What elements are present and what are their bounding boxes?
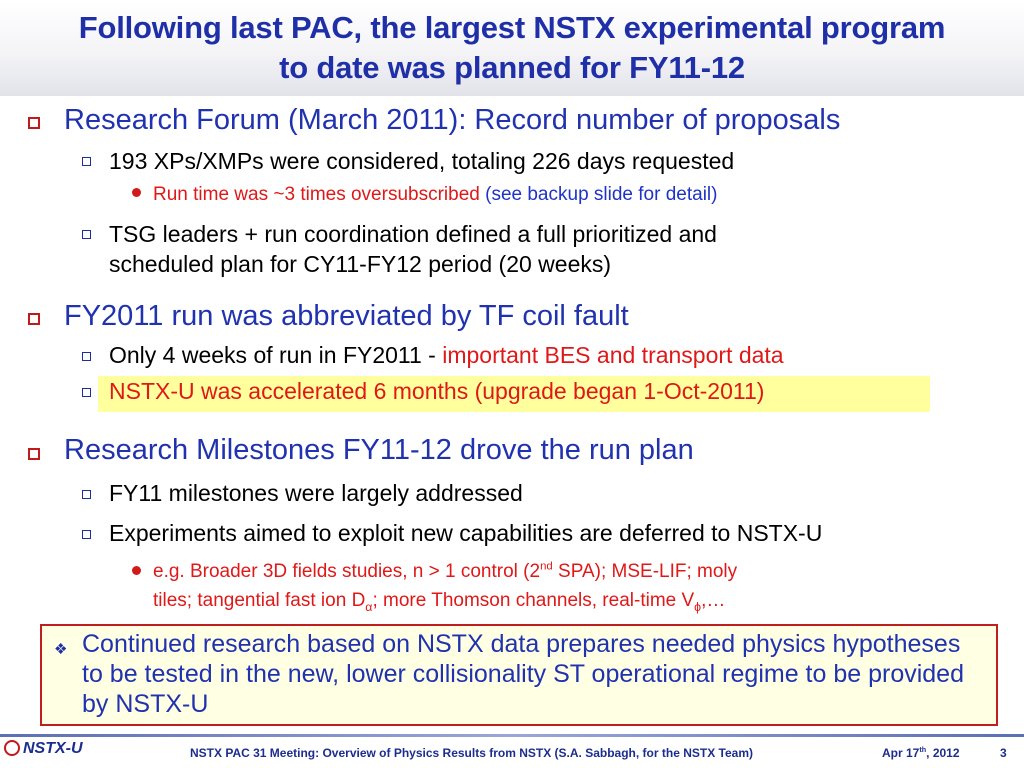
logo-text: NSTX-U [23, 740, 83, 757]
only-4-weeks-text: Only 4 weeks of run in FY2011 - [109, 342, 436, 368]
square-bullet-icon [28, 313, 40, 325]
round-bullet-icon [132, 566, 141, 575]
square-bullet-icon [82, 530, 91, 539]
title-bar: Following last PAC, the largest NSTX exp… [0, 0, 1024, 96]
eg-line-2-subscript-phi: ϕ [694, 599, 702, 614]
eg-line-1-part-b: SPA); MSE-LIF; moly [552, 561, 738, 582]
bullet-tsg-leaders-line-1: TSG leaders + run coordination defined a… [109, 221, 717, 247]
bullet-only-4-weeks: Only 4 weeks of run in FY2011 - importan… [109, 342, 784, 369]
eg-line-2-subscript-alpha: α [365, 599, 373, 614]
footer-meeting-title: NSTX PAC 31 Meeting: Overview of Physics… [190, 746, 754, 760]
oversubscribed-text: Run time was ~3 times oversubscribed [153, 184, 480, 205]
bullet-experiments-deferred: Experiments aimed to exploit new capabil… [109, 520, 823, 546]
eg-line-1-superscript: nd [540, 560, 553, 573]
square-bullet-icon [82, 352, 91, 361]
bullet-tsg-leaders-line-2: scheduled plan for CY11-FY12 period (20 … [109, 251, 612, 277]
footer-date-part-a: Apr 17 [882, 746, 920, 760]
square-bullet-icon [82, 490, 91, 499]
callout-text: Continued research based on NSTX data pr… [82, 630, 964, 718]
footer-date-part-b: , 2012 [926, 746, 960, 760]
footer-date: Apr 17th, 2012 [882, 746, 960, 760]
bullet-nstx-u-accelerated: NSTX-U was accelerated 6 months (upgrade… [109, 378, 765, 404]
eg-line-1-part-a: e.g. Broader 3D fields studies, n > 1 co… [153, 561, 541, 582]
bullet-xps-considered: 193 XPs/XMPs were considered, totaling 2… [109, 148, 735, 174]
slide-title-line-1: Following last PAC, the largest NSTX exp… [78, 10, 946, 45]
square-bullet-icon [82, 388, 91, 397]
logo-ring-icon [4, 739, 20, 756]
square-bullet-icon [82, 157, 91, 166]
square-bullet-icon [28, 448, 40, 460]
section-heading-research-milestones: Research Milestones FY11-12 drove the ru… [64, 434, 694, 466]
round-bullet-icon [132, 188, 141, 197]
highlight-box [98, 376, 930, 412]
section-heading-research-forum: Research Forum (March 2011): Record numb… [64, 104, 841, 136]
bullet-fy11-milestones: FY11 milestones were largely addressed [109, 480, 523, 506]
square-bullet-icon [28, 117, 40, 129]
eg-line-2-part-c: ,… [701, 590, 726, 611]
slide-title-line-2: to date was planned for FY11-12 [279, 50, 745, 85]
footer-date-superscript: th [919, 745, 927, 754]
section-heading-fy2011-run: FY2011 run was abbreviated by TF coil fa… [64, 300, 629, 332]
footer-divider [0, 734, 1024, 737]
backup-slide-note: (see backup slide for detail) [485, 184, 718, 205]
footer: NSTX-U NSTX PAC 31 Meeting: Overview of … [0, 734, 1024, 768]
nstx-u-logo: NSTX-U [4, 739, 83, 758]
diamond-bullet-icon: ❖ [54, 641, 68, 658]
square-bullet-icon [82, 230, 91, 239]
callout-box: ❖ Continued research based on NSTX data … [40, 624, 998, 726]
page-number: 3 [1000, 746, 1007, 760]
bes-transport-data-text: important BES and transport data [442, 342, 784, 368]
bullet-oversubscribed: Run time was ~3 times oversubscribed (se… [153, 184, 717, 206]
eg-line-2-part-b: ; more Thomson channels, real-time V [372, 590, 695, 611]
bullet-eg-line-2: tiles; tangential fast ion Dα; more Thom… [153, 590, 726, 614]
eg-line-2-part-a: tiles; tangential fast ion D [153, 590, 366, 611]
bullet-eg-line-1: e.g. Broader 3D fields studies, n > 1 co… [153, 561, 737, 583]
